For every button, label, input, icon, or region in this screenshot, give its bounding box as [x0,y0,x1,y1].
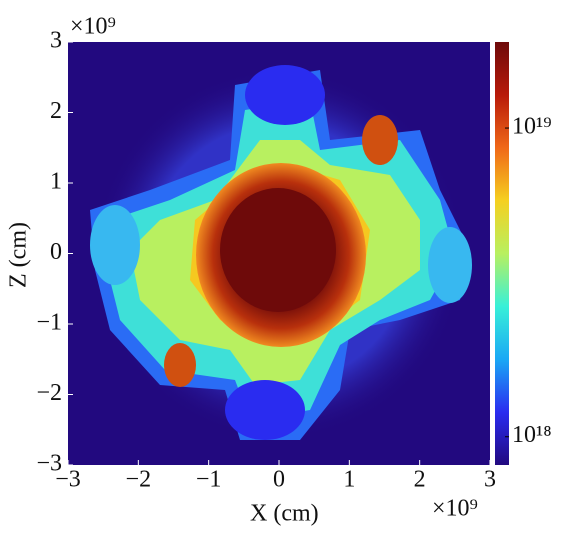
x-tick-label: 0 [273,467,285,493]
y-tick-label: 0 [50,239,62,265]
x-tick-label: −1 [196,467,222,493]
y-tick-label: 1 [50,169,62,195]
x-tick-label: 2 [414,467,426,493]
y-multiplier: ×10⁹ [70,14,116,40]
x-tick-label: −3 [55,467,81,493]
y-axis-label: Z (cm) [6,222,32,288]
y-tick-label: −2 [36,380,62,406]
colorbar-tick-label: 10¹⁹ [512,114,552,140]
y-tick-label: 2 [50,98,62,124]
x-axis-label: X (cm) [250,501,319,527]
x-tick-label: −2 [126,467,152,493]
y-tick-label: 3 [50,28,62,54]
x-multiplier: ×10⁹ [432,496,478,522]
field-image [68,42,490,465]
y-tick-label: −1 [36,310,62,336]
x-tick-label: 1 [343,467,355,493]
colorbar [495,42,509,465]
y-tick-label: −3 [36,451,62,477]
x-tick-label: 3 [484,467,496,493]
colorbar-tick-label: 10¹⁸ [512,422,552,448]
